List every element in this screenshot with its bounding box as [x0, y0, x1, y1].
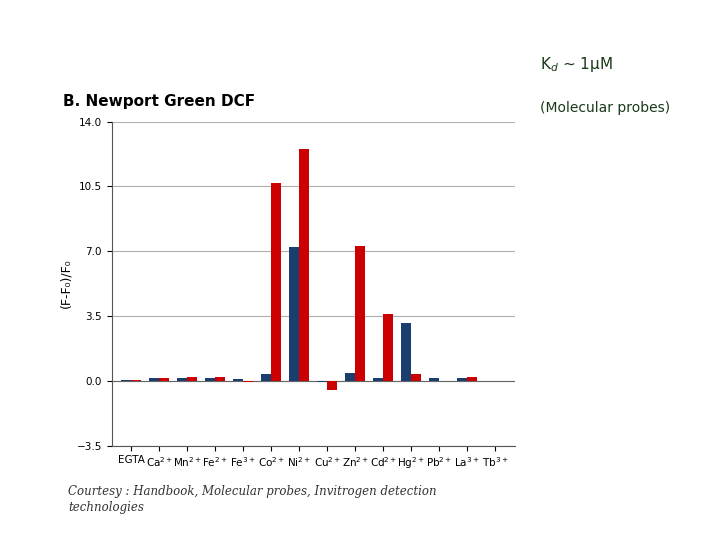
- Bar: [467, 377, 477, 381]
- Bar: [289, 247, 300, 381]
- Bar: [187, 377, 197, 381]
- Bar: [205, 379, 215, 381]
- Bar: [215, 376, 225, 381]
- Bar: [327, 381, 337, 390]
- Bar: [159, 379, 169, 381]
- Bar: [261, 374, 271, 381]
- Text: B. Newport Green DCF: B. Newport Green DCF: [63, 93, 256, 109]
- Bar: [233, 379, 243, 381]
- Bar: [355, 246, 365, 381]
- Bar: [177, 379, 187, 381]
- Bar: [300, 149, 309, 381]
- Bar: [122, 380, 131, 381]
- Text: K$_d$ ~ 1μM: K$_d$ ~ 1μM: [540, 55, 613, 75]
- Bar: [150, 379, 159, 381]
- Bar: [374, 378, 383, 381]
- Text: Courtesy : Handbook, Molecular probes, Invitrogen detection
technologies: Courtesy : Handbook, Molecular probes, I…: [68, 485, 437, 514]
- Bar: [271, 183, 281, 381]
- Text: (Molecular probes): (Molecular probes): [540, 101, 670, 115]
- Bar: [383, 314, 393, 381]
- Bar: [318, 381, 327, 382]
- Bar: [457, 379, 467, 381]
- Bar: [243, 381, 253, 382]
- Y-axis label: (F-F₀)/F₀: (F-F₀)/F₀: [59, 259, 72, 308]
- Bar: [411, 374, 421, 381]
- Bar: [346, 373, 355, 381]
- Bar: [131, 380, 141, 381]
- Bar: [402, 323, 411, 381]
- Bar: [429, 379, 439, 381]
